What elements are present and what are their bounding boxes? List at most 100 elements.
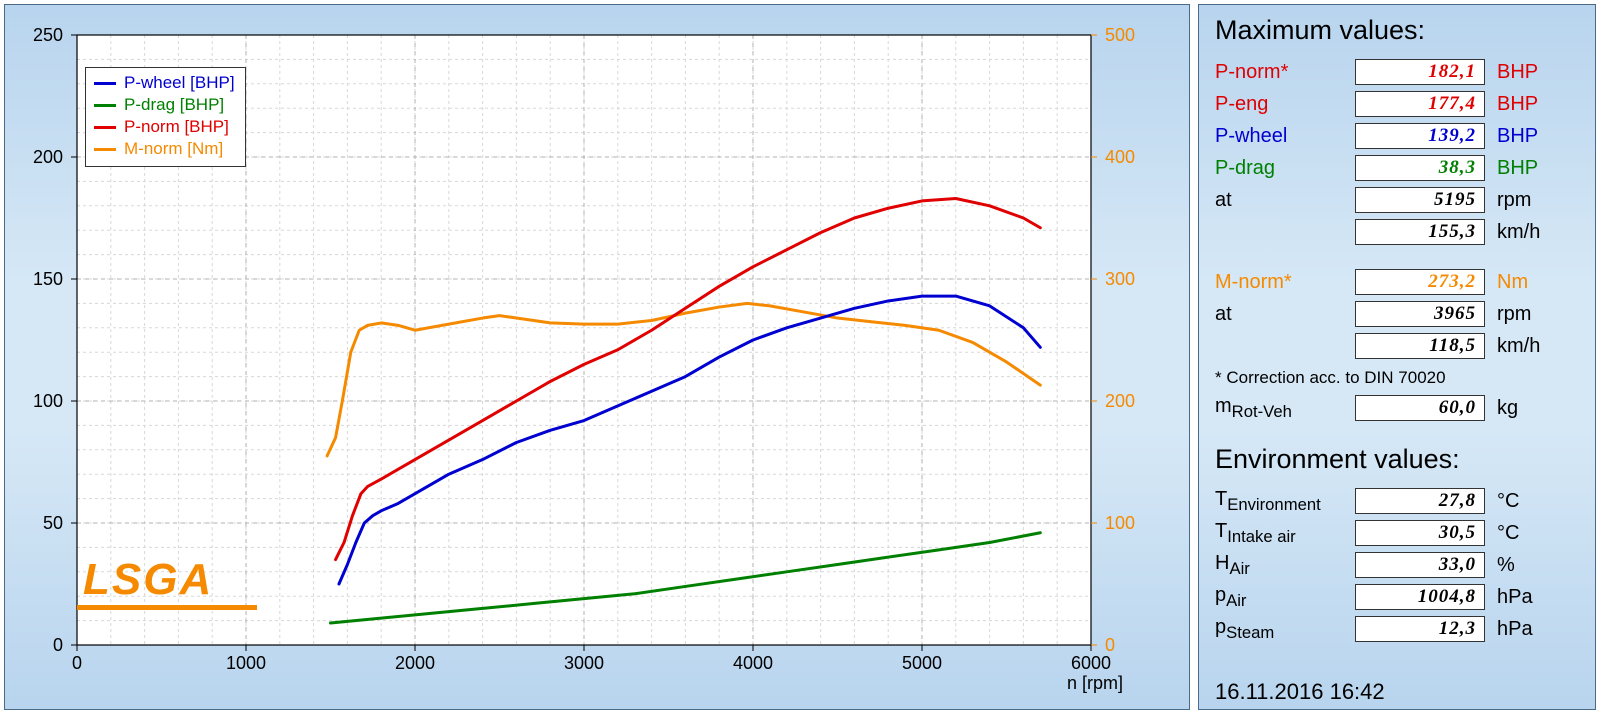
value-unit: rpm	[1497, 189, 1579, 212]
svg-text:300: 300	[1105, 269, 1135, 289]
value-unit: BHP	[1497, 157, 1579, 180]
value-box: 1004,8	[1355, 584, 1485, 610]
value-box: 5195	[1355, 187, 1485, 213]
svg-text:3000: 3000	[564, 653, 604, 673]
legend-swatch	[94, 104, 116, 107]
lsga-logo: LSGA	[83, 555, 213, 605]
legend-item: M-norm [Nm]	[94, 138, 235, 160]
env-values-title: Environment values:	[1215, 444, 1579, 475]
value-box: 177,4	[1355, 91, 1485, 117]
legend-item: P-drag [BHP]	[94, 94, 235, 116]
value-unit: BHP	[1497, 93, 1579, 116]
value-unit: km/h	[1497, 335, 1579, 358]
value-unit: hPa	[1497, 586, 1579, 609]
value-row: mRot-Veh60,0 kg	[1215, 392, 1579, 424]
value-label: TEnvironment	[1215, 488, 1355, 515]
value-box: 155,3	[1355, 219, 1485, 245]
legend-item: P-norm [BHP]	[94, 116, 235, 138]
value-box: 139,2	[1355, 123, 1485, 149]
chart-legend: P-wheel [BHP]P-drag [BHP]P-norm [BHP]M-n…	[85, 67, 246, 167]
value-box: 30,5	[1355, 520, 1485, 546]
value-row: at5195 rpm	[1215, 184, 1579, 216]
svg-text:50: 50	[43, 513, 63, 533]
value-label: P-norm*	[1215, 61, 1355, 84]
value-box: 12,3	[1355, 616, 1485, 642]
svg-text:5000: 5000	[902, 653, 942, 673]
svg-text:400: 400	[1105, 147, 1135, 167]
svg-text:2000: 2000	[395, 653, 435, 673]
values-panel: Maximum values: P-norm*182,1BHPP-eng177,…	[1198, 4, 1596, 710]
legend-label: P-wheel [BHP]	[124, 72, 235, 94]
value-row: HAir33,0%	[1215, 549, 1579, 581]
value-row: P-norm*182,1BHP	[1215, 56, 1579, 88]
value-label: P-drag	[1215, 157, 1355, 180]
value-row: M-norm*273,2 Nm	[1215, 266, 1579, 298]
svg-text:n [rpm]: n [rpm]	[1067, 673, 1123, 693]
value-box: 27,8	[1355, 488, 1485, 514]
svg-text:500: 500	[1105, 25, 1135, 45]
value-box: 38,3	[1355, 155, 1485, 181]
svg-text:4000: 4000	[733, 653, 773, 673]
value-label: at	[1215, 303, 1355, 326]
value-label: TIntake air	[1215, 520, 1355, 547]
value-unit: BHP	[1497, 125, 1579, 148]
value-box: 118,5	[1355, 333, 1485, 359]
value-row: TIntake air30,5 °C	[1215, 517, 1579, 549]
value-label: pAir	[1215, 584, 1355, 611]
svg-text:6000: 6000	[1071, 653, 1111, 673]
timestamp: 16.11.2016 16:42	[1215, 671, 1579, 705]
value-label: HAir	[1215, 552, 1355, 579]
legend-swatch	[94, 148, 116, 151]
svg-text:0: 0	[1105, 635, 1115, 655]
value-row: P-drag38,3 BHP	[1215, 152, 1579, 184]
value-row: 155,3 km/h	[1215, 216, 1579, 248]
value-label: P-eng	[1215, 93, 1355, 116]
svg-text:250: 250	[33, 25, 63, 45]
value-unit: °C	[1497, 490, 1579, 513]
env-values-rows: TEnvironment27,8 °C TIntake air30,5 °C HAir3…	[1215, 485, 1579, 645]
svg-text:200: 200	[33, 147, 63, 167]
svg-text:100: 100	[1105, 513, 1135, 533]
m-rot-row: mRot-Veh60,0 kg	[1215, 392, 1579, 424]
value-unit: hPa	[1497, 618, 1579, 641]
svg-text:200: 200	[1105, 391, 1135, 411]
value-unit: %	[1497, 554, 1579, 577]
dyno-chart-panel: 0 50 100 150 200 250 0 100 200 300 400 5000 1000 2000…	[4, 4, 1190, 710]
value-box: 33,0	[1355, 552, 1485, 578]
legend-label: M-norm [Nm]	[124, 138, 223, 160]
max-values-rows: P-norm*182,1BHPP-eng177,4BHPP-wheel139,2…	[1215, 56, 1579, 248]
value-label: M-norm*	[1215, 271, 1355, 294]
value-row: P-wheel139,2 BHP	[1215, 120, 1579, 152]
value-unit: rpm	[1497, 303, 1579, 326]
svg-text:1000: 1000	[226, 653, 266, 673]
lsga-logo-underline	[77, 605, 257, 610]
torque-values-rows: M-norm*273,2 Nm at3965 rpm 118,5 km/h	[1215, 266, 1579, 362]
value-unit: kg	[1497, 397, 1579, 420]
value-box: 182,1	[1355, 59, 1485, 85]
legend-item: P-wheel [BHP]	[94, 72, 235, 94]
legend-label: P-norm [BHP]	[124, 116, 229, 138]
value-label: pSteam	[1215, 616, 1355, 643]
value-row: TEnvironment27,8 °C	[1215, 485, 1579, 517]
value-unit: km/h	[1497, 221, 1579, 244]
value-box: 3965	[1355, 301, 1485, 327]
value-unit: Nm	[1497, 271, 1579, 294]
value-row: pAir1004,8 hPa	[1215, 581, 1579, 613]
value-label: mRot-Veh	[1215, 395, 1355, 422]
value-unit: °C	[1497, 522, 1579, 545]
legend-swatch	[94, 82, 116, 85]
value-label: at	[1215, 189, 1355, 212]
svg-text:0: 0	[72, 653, 82, 673]
value-label: P-wheel	[1215, 125, 1355, 148]
value-row: 118,5 km/h	[1215, 330, 1579, 362]
svg-text:150: 150	[33, 269, 63, 289]
max-values-title: Maximum values:	[1215, 15, 1579, 46]
value-row: at3965 rpm	[1215, 298, 1579, 330]
svg-text:100: 100	[33, 391, 63, 411]
value-row: pSteam12,3 hPa	[1215, 613, 1579, 645]
correction-note: * Correction acc. to DIN 70020	[1215, 368, 1579, 388]
legend-swatch	[94, 126, 116, 129]
value-box: 60,0	[1355, 395, 1485, 421]
value-row: P-eng177,4 BHP	[1215, 88, 1579, 120]
value-box: 273,2	[1355, 269, 1485, 295]
